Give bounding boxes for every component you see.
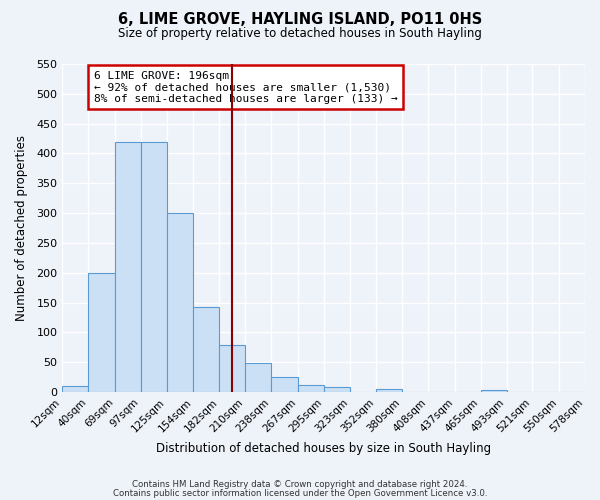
Y-axis label: Number of detached properties: Number of detached properties bbox=[15, 135, 28, 321]
Bar bbox=[481, 390, 506, 392]
Bar bbox=[167, 213, 193, 392]
Bar bbox=[245, 364, 271, 392]
Bar bbox=[193, 306, 220, 392]
Bar bbox=[141, 142, 167, 392]
Bar bbox=[220, 346, 245, 392]
Bar bbox=[271, 377, 298, 392]
Text: 6 LIME GROVE: 196sqm
← 92% of detached houses are smaller (1,530)
8% of semi-det: 6 LIME GROVE: 196sqm ← 92% of detached h… bbox=[94, 70, 397, 104]
Bar bbox=[376, 389, 402, 392]
Bar bbox=[115, 142, 141, 392]
Text: Contains HM Land Registry data © Crown copyright and database right 2024.: Contains HM Land Registry data © Crown c… bbox=[132, 480, 468, 489]
X-axis label: Distribution of detached houses by size in South Hayling: Distribution of detached houses by size … bbox=[156, 442, 491, 455]
Bar bbox=[323, 387, 350, 392]
Text: 6, LIME GROVE, HAYLING ISLAND, PO11 0HS: 6, LIME GROVE, HAYLING ISLAND, PO11 0HS bbox=[118, 12, 482, 28]
Bar bbox=[88, 272, 115, 392]
Text: Size of property relative to detached houses in South Hayling: Size of property relative to detached ho… bbox=[118, 28, 482, 40]
Bar bbox=[62, 386, 88, 392]
Text: Contains public sector information licensed under the Open Government Licence v3: Contains public sector information licen… bbox=[113, 490, 487, 498]
Bar bbox=[298, 385, 323, 392]
